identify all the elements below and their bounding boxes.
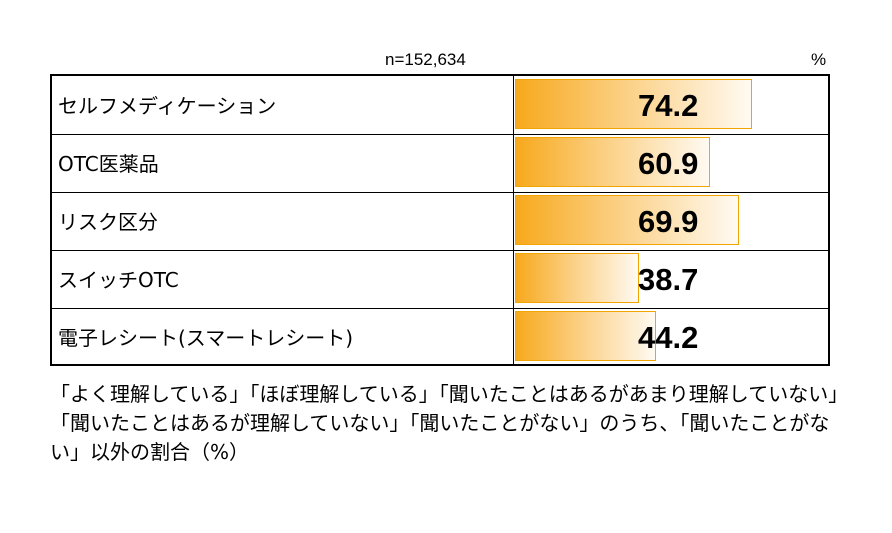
bar (515, 137, 710, 187)
category-label: OTC医薬品 (58, 152, 159, 176)
bar (515, 79, 753, 129)
unit-label: % (811, 50, 827, 69)
value-label: 69.9 (638, 204, 699, 239)
category-label: 電子レシート(スマートレシート) (58, 326, 354, 350)
row-divider (52, 308, 828, 309)
chart-footnote: 「よく理解している」「ほぼ理解している」「聞いたことはあるがあまり理解していない… (50, 382, 839, 464)
sample-size-label: n=152,634 (385, 50, 466, 69)
row-divider (52, 134, 828, 135)
bar (515, 253, 639, 303)
category-label: スイッチOTC (58, 268, 179, 292)
category-label: リスク区分 (58, 210, 158, 234)
row-divider (52, 192, 828, 193)
row-divider (52, 250, 828, 251)
category-label: セルフメディケーション (58, 94, 277, 118)
value-label: 38.7 (638, 262, 699, 297)
value-label: 44.2 (638, 320, 699, 355)
bar (515, 195, 739, 245)
value-label: 60.9 (638, 146, 699, 181)
value-label: 74.2 (638, 88, 699, 123)
bar-chart-table: セルフメディケーション 74.2 OTC医薬品 60.9 リスク区分 69.9 スイッチOT… (50, 74, 830, 366)
column-divider (513, 76, 514, 364)
bar (515, 311, 657, 361)
